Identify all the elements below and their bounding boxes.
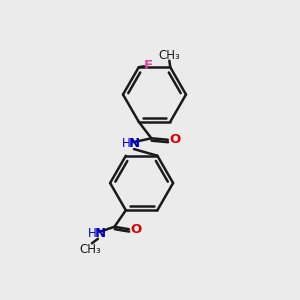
Text: CH₃: CH₃ (80, 243, 101, 256)
Text: H: H (122, 137, 130, 150)
Text: CH₃: CH₃ (158, 49, 180, 62)
Text: O: O (131, 223, 142, 236)
Text: N: N (95, 227, 106, 240)
Text: O: O (170, 133, 181, 146)
Text: H: H (88, 227, 97, 240)
Text: N: N (128, 137, 140, 150)
Text: F: F (144, 59, 153, 72)
